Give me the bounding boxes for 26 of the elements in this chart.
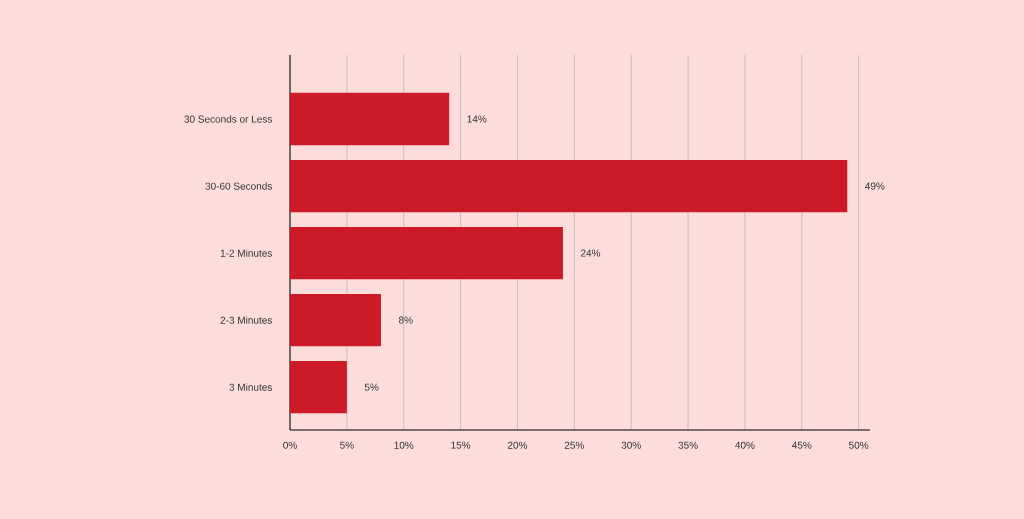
data-label: 24%	[580, 249, 601, 257]
x-tick-label: 30%	[621, 441, 641, 449]
x-tick-label: 40%	[735, 441, 755, 449]
bar	[290, 226, 563, 280]
y-tick-label: 30 Seconds or Less	[184, 115, 272, 123]
x-tick-label: 50%	[849, 441, 869, 449]
bar	[290, 92, 450, 146]
x-tick-label: 35%	[678, 441, 698, 449]
bar	[290, 293, 381, 347]
y-tick-label: 1-2 Minutes	[220, 249, 272, 257]
x-tick-label: 0%	[283, 441, 297, 449]
x-tick-label: 45%	[792, 441, 812, 449]
x-tick-label: 25%	[564, 441, 584, 449]
y-tick-label: 3 Minutes	[229, 383, 272, 391]
data-label: 49%	[865, 182, 885, 190]
x-tick-label: 20%	[507, 441, 528, 449]
x-tick-label: 10%	[394, 441, 414, 449]
y-tick-label: 2-3 Minutes	[220, 316, 272, 324]
bar	[290, 360, 347, 414]
x-tick-label: 15%	[451, 441, 471, 449]
bar	[290, 159, 848, 213]
data-label: 14%	[467, 115, 487, 123]
x-tick-label: 5%	[340, 441, 354, 449]
data-label: 5%	[364, 383, 379, 391]
y-tick-label: 30-60 Seconds	[205, 182, 272, 190]
data-label: 8%	[398, 316, 413, 324]
